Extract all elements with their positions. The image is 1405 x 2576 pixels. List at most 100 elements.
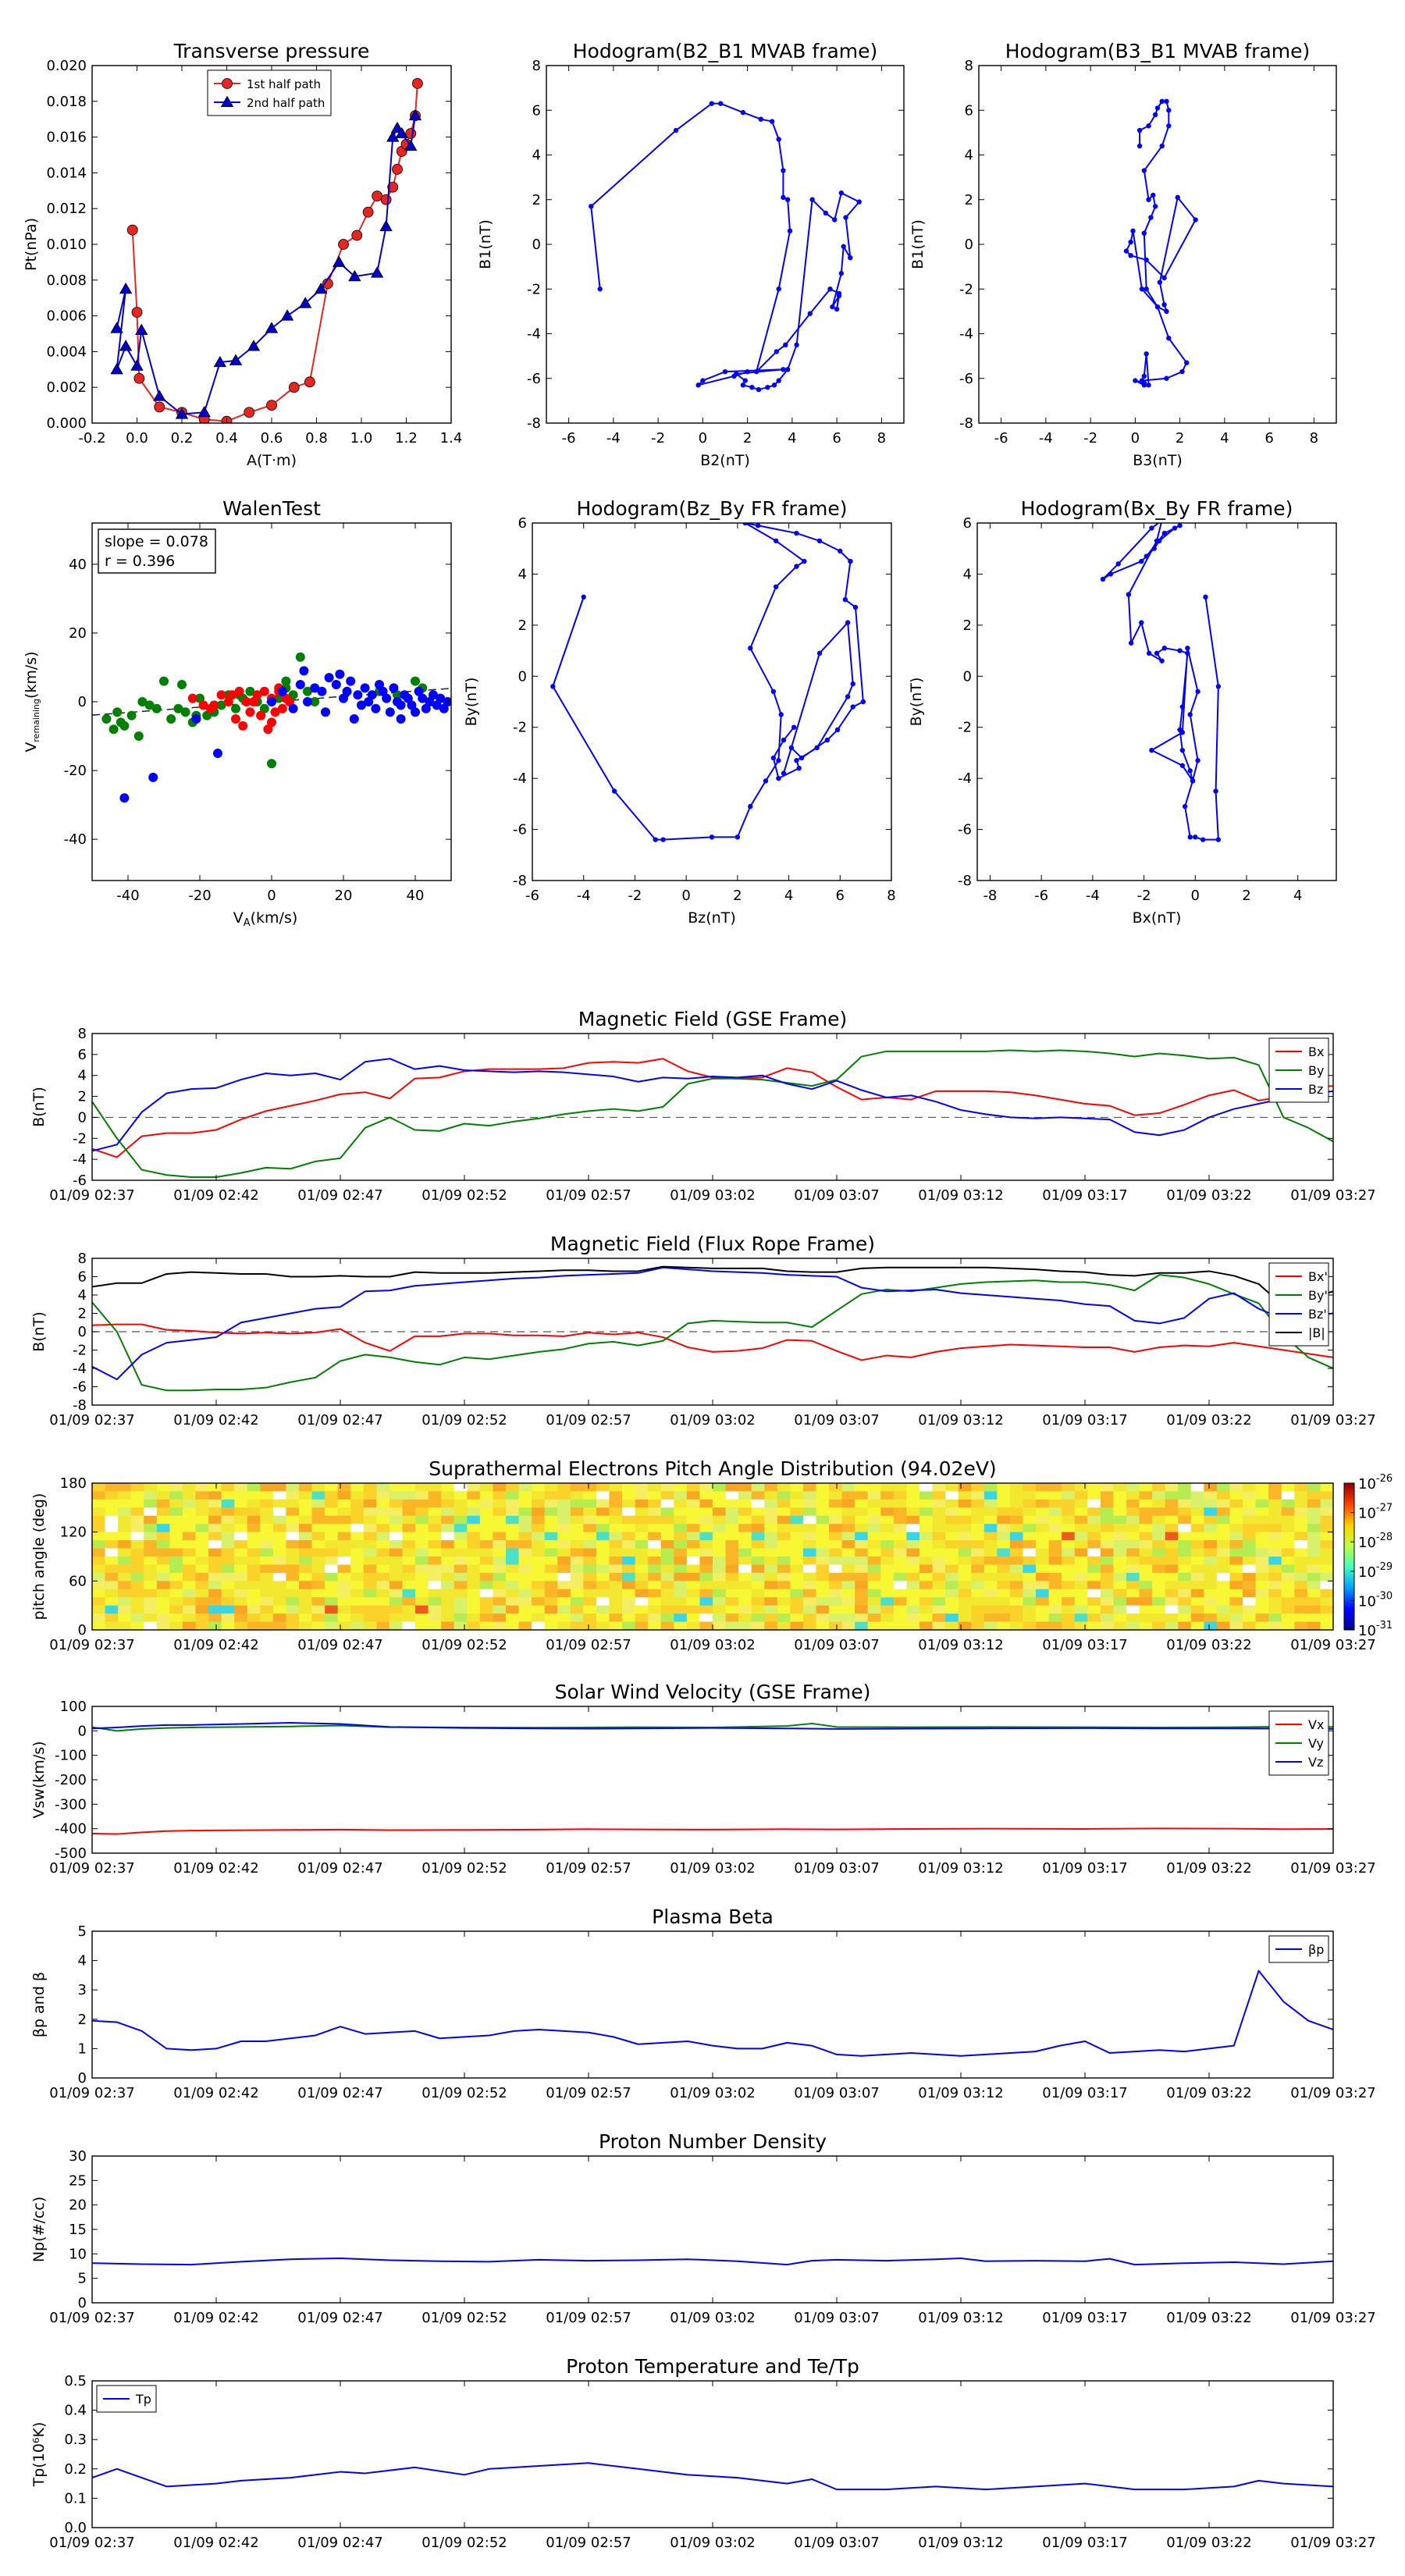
plot-area [1123, 98, 1198, 388]
heatmap-cell [816, 1532, 830, 1541]
heatmap-cell [518, 1524, 532, 1533]
heatmap-cell [234, 1557, 248, 1566]
heatmap-cell [583, 1524, 597, 1533]
data-point [110, 362, 123, 375]
heatmap-cell [169, 1557, 183, 1566]
heatmap-cell [1255, 1614, 1269, 1623]
heatmap-cell [1165, 1572, 1179, 1582]
heatmap-cell [751, 1532, 765, 1541]
heatmap-cell [311, 1548, 325, 1557]
heatmap-cell [169, 1483, 183, 1493]
heatmap-cell [92, 1540, 106, 1550]
heatmap-cell [583, 1483, 597, 1493]
heatmap-cell [182, 1557, 197, 1566]
heatmap-cell [596, 1507, 610, 1517]
y-tick-label: 0.2 [64, 2461, 87, 2478]
heatmap-cell [1204, 1548, 1218, 1557]
x-tick-label: -6 [525, 888, 539, 904]
scatter-point [396, 714, 406, 724]
heatmap-cell [893, 1621, 908, 1630]
heatmap-cell [544, 1605, 558, 1614]
heatmap-cell [648, 1507, 662, 1517]
heatmap-cell [532, 1532, 546, 1541]
heatmap-cell [635, 1532, 649, 1541]
heatmap-cell [156, 1532, 170, 1541]
heatmap-cell [609, 1597, 623, 1606]
scatter-point [227, 690, 237, 700]
heatmap-cell [105, 1515, 119, 1525]
heatmap-cell [1048, 1524, 1062, 1533]
heatmap-cell [195, 1483, 209, 1493]
data-point [1185, 646, 1190, 651]
data-point [348, 269, 361, 282]
heatmap-cell [777, 1597, 791, 1606]
series-line [92, 1058, 1333, 1158]
heatmap-cell [855, 1548, 869, 1557]
heatmap-cell [725, 1564, 739, 1574]
y-tick-label: -400 [55, 1821, 87, 1838]
heatmap-cell [1036, 1621, 1050, 1630]
data-point [758, 116, 763, 122]
heatmap-cell [660, 1614, 674, 1623]
heatmap-cell [1100, 1614, 1115, 1623]
heatmap-cell [1113, 1589, 1127, 1598]
heatmap-cell [660, 1515, 674, 1525]
heatmap-cell [195, 1589, 209, 1598]
data-point [392, 163, 403, 175]
heatmap-cell [544, 1507, 558, 1517]
data-point [836, 293, 842, 299]
heatmap-cell [1190, 1499, 1204, 1508]
y-tick-label: 6 [518, 515, 527, 532]
heatmap-cell [945, 1491, 959, 1500]
y-tick-label: 6 [532, 102, 541, 119]
heatmap-cell [1100, 1621, 1115, 1630]
data-point [1126, 592, 1132, 597]
heatmap-cell [1062, 1483, 1076, 1493]
heatmap-cell [1023, 1621, 1037, 1630]
heatmap-cell [195, 1564, 209, 1574]
heatmap-cell [402, 1557, 416, 1566]
x-tick-label: 01/09 02:37 [49, 2535, 134, 2551]
heatmap-cell [1229, 1548, 1243, 1557]
heatmap-cell [622, 1515, 636, 1525]
heatmap-cell [674, 1621, 688, 1630]
heatmap-cell [855, 1597, 869, 1606]
x-tick-label: 01/09 03:07 [794, 2535, 879, 2551]
heatmap-cell [635, 1483, 649, 1493]
heatmap-cell [906, 1572, 920, 1582]
data-point [351, 229, 363, 241]
heatmap-cell [105, 1499, 119, 1508]
data-point [1195, 758, 1200, 763]
data-point [1175, 194, 1180, 201]
heatmap-cell [350, 1499, 365, 1508]
heatmap-cell [764, 1605, 778, 1614]
heatmap-cell [1320, 1532, 1333, 1541]
heatmap-cell [1229, 1572, 1243, 1582]
x-axis-label: B3(nT) [1133, 452, 1183, 469]
heatmap-cell [648, 1572, 662, 1582]
data-point [794, 564, 799, 569]
heatmap-cell [1036, 1499, 1050, 1508]
heatmap-cell [1036, 1524, 1050, 1533]
heatmap-cell [1255, 1621, 1269, 1630]
heatmap-cell [583, 1557, 597, 1566]
heatmap-cell [596, 1491, 610, 1500]
heatmap-cell [195, 1621, 209, 1630]
data-point [794, 758, 799, 763]
data-point [781, 194, 786, 201]
data-point [265, 322, 279, 333]
data-point [304, 376, 315, 388]
y-tick-label: 0.020 [46, 58, 87, 74]
heatmap-cell [945, 1499, 959, 1508]
heatmap-cell [906, 1483, 920, 1493]
heatmap-cell [855, 1589, 869, 1598]
heatmap-cell [208, 1507, 222, 1517]
heatmap-cell [493, 1524, 507, 1533]
heatmap-cell [1087, 1564, 1101, 1574]
heatmap-cell [130, 1572, 144, 1582]
heatmap-cell [699, 1507, 713, 1517]
heatmap-cell [260, 1524, 274, 1533]
data-point [776, 286, 781, 292]
heatmap-cell [144, 1581, 158, 1590]
heatmap-cell [532, 1491, 546, 1500]
